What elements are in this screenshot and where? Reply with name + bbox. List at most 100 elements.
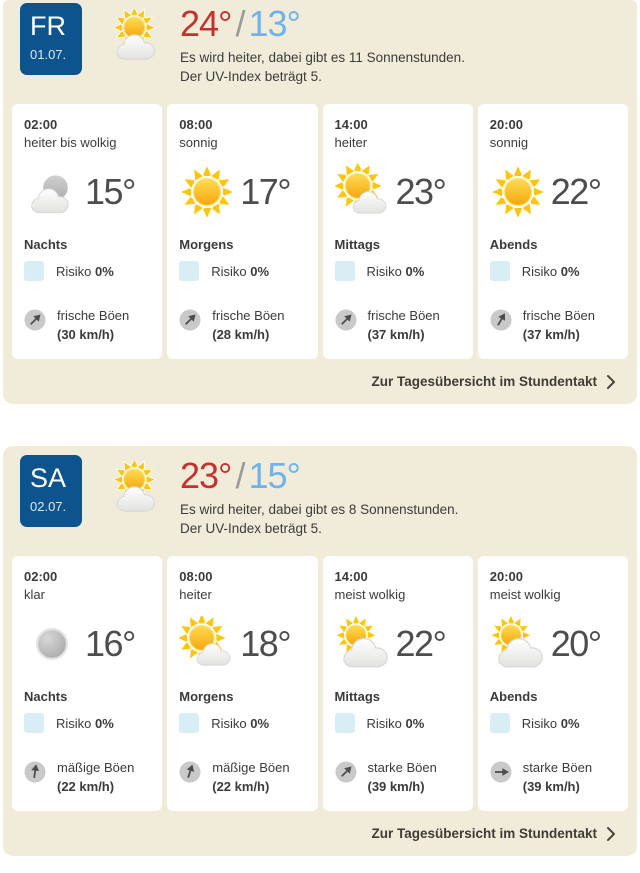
slot-temperature: 22° [550,171,602,212]
daypart-label: Nachts [24,237,68,252]
day-header: SA 02.07. 23°/15° Es wird heiter, dabei … [12,455,628,538]
rain-risk-text: Risiko 0% [366,715,425,731]
slot-time: 02:00 [24,569,58,584]
weather-icon [24,164,80,220]
hour-slot[interactable]: 02:00 heiter bis wolkig 15° Nachts Risik… [12,104,163,359]
wind-direction-icon [330,756,361,787]
hour-slot[interactable]: 14:00 heiter 23° Mittags Risiko 0% fri [322,104,473,359]
rain-risk-text: Risiko 0% [56,263,114,279]
daypart-label: Abends [489,689,538,704]
day-date: 02.07. [30,499,67,514]
rain-risk-text: Risiko 0% [56,715,114,731]
slot-time: 14:00 [334,117,368,132]
day-header: FR 01.07. 24°/13° Es wird heiter, dabei … [12,3,628,86]
temp-min: 15° [248,455,300,496]
rain-risk-icon [24,261,44,281]
hour-slot[interactable]: 02:00 klar 16° Nachts Risiko 0% mäßige [12,556,163,811]
slot-condition: sonnig [489,135,529,150]
day-description-line2: Der UV-Index beträgt 5. [180,69,322,84]
chevron-right-icon [607,826,615,841]
daypart-label: Mittags [334,689,381,704]
day-summary: 24°/13° Es wird heiter, dabei gibt es 11… [180,3,465,86]
day-weather-icon [109,461,163,515]
wind-text: starke Böen (39 km/h) [522,760,593,794]
day-description: Es wird heiter, dabei gibt es 8 Sonnenst… [180,500,458,538]
weather-icon [179,164,235,220]
hour-slot[interactable]: 08:00 sonnig 17° Morgens Risiko 0% fri [167,104,318,359]
weather-icon [490,164,546,220]
day-date-badge[interactable]: FR 01.07. [20,3,82,75]
daypart-label: Mittags [334,237,381,252]
hourly-overview-link[interactable]: Zur Tagesübersicht im Stundentakt [12,811,628,856]
rain-risk-icon [489,713,510,733]
day-description-line1: Es wird heiter, dabei gibt es 8 Sonnenst… [180,502,459,517]
rain-risk-text: Risiko 0% [366,263,425,279]
forecast-day-panel: SA 02.07. 23°/15° Es wird heiter, dabei … [3,446,637,856]
wind-direction-icon [175,304,206,335]
temp-separator: / [235,455,245,496]
wind-text: frische Böen (37 km/h) [522,308,596,342]
rain-risk-icon [334,261,355,281]
weather-icon [335,164,391,220]
wind-direction-icon [330,304,361,335]
slot-condition: klar [24,587,45,602]
slot-condition: meist wolkig [489,587,561,602]
wind-text: frische Böen (30 km/h) [57,308,130,342]
slot-time: 20:00 [489,117,523,132]
rain-risk-icon [489,261,510,281]
wind-text: mäßige Böen (22 km/h) [57,760,135,794]
rain-risk-icon [334,713,355,733]
rain-risk-text: Risiko 0% [521,715,580,731]
slot-temperature: 18° [240,623,291,664]
hourly-overview-link[interactable]: Zur Tagesübersicht im Stundentakt [12,359,628,404]
slot-temperature: 15° [85,171,136,212]
slot-time: 20:00 [489,569,523,584]
slot-temperature: 20° [550,623,602,664]
day-temperatures: 24°/13° [180,5,465,43]
wind-text: frische Böen (28 km/h) [212,308,285,342]
slot-condition: sonnig [179,135,218,150]
weather-icon [24,616,80,672]
day-weather-icon [109,9,163,63]
slot-condition: heiter bis wolkig [24,135,117,150]
day-abbreviation: SA [30,463,67,493]
rain-risk-text: Risiko 0% [211,715,270,731]
slot-time: 08:00 [179,117,213,132]
wind-text: mäßige Böen (22 km/h) [212,760,290,794]
temp-separator: / [235,3,245,44]
wind-direction-icon [490,761,512,783]
daypart-label: Morgens [179,237,234,252]
day-temperatures: 23°/15° [180,457,458,495]
day-date: 01.07. [30,47,67,62]
forecast-day-panel: FR 01.07. 24°/13° Es wird heiter, dabei … [3,0,637,404]
hour-slot[interactable]: 20:00 meist wolkig 20° Abends Risiko 0% [477,556,628,811]
wind-direction-icon [19,304,50,335]
hour-slot[interactable]: 14:00 meist wolkig 22° Mittags Risiko 0% [322,556,473,811]
daypart-slots: 02:00 klar 16° Nachts Risiko 0% mäßige [12,556,628,811]
daypart-label: Abends [489,237,538,252]
slot-temperature: 22° [395,623,447,664]
hour-slot[interactable]: 20:00 sonnig 22° Abends Risiko 0% fris [477,104,628,359]
chevron-right-icon [607,374,615,389]
slot-temperature: 17° [240,171,291,212]
day-description-line1: Es wird heiter, dabei gibt es 11 Sonnens… [180,50,465,65]
slot-time: 14:00 [334,569,368,584]
day-date-badge[interactable]: SA 02.07. [20,455,82,527]
day-description-line2: Der UV-Index beträgt 5. [180,521,322,536]
slot-time: 08:00 [179,569,213,584]
temp-min: 13° [248,3,300,44]
slot-time: 02:00 [24,117,58,132]
hour-slot[interactable]: 08:00 heiter 18° Morgens Risiko 0% mäß [167,556,318,811]
day-description: Es wird heiter, dabei gibt es 11 Sonnens… [180,48,465,86]
slot-temperature: 23° [395,171,447,212]
weather-icon [179,616,235,672]
wind-direction-icon [486,305,516,335]
hourly-overview-link-label: Zur Tagesübersicht im Stundentakt [371,826,597,841]
slot-condition: meist wolkig [334,587,406,602]
daypart-label: Nachts [24,689,68,704]
wind-direction-icon [176,758,204,786]
weather-icon [490,616,546,672]
temp-max: 23° [180,455,232,496]
rain-risk-text: Risiko 0% [211,263,270,279]
rain-risk-text: Risiko 0% [521,263,580,279]
